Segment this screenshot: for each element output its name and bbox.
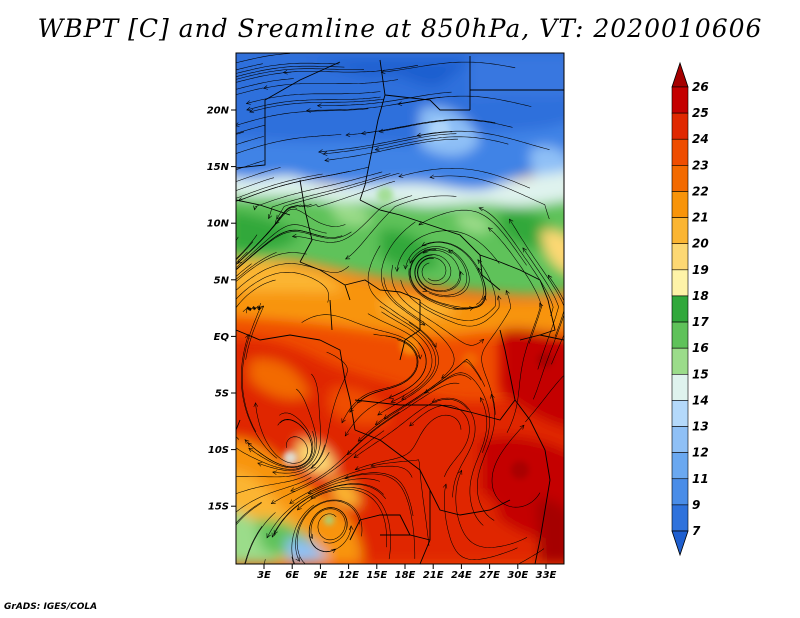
colorbar-label: 26 (692, 80, 709, 94)
colorbar-label: 7 (692, 524, 701, 538)
colorbar: 26 25 24 23 22 21 20 19 18 17 16 15 14 13 12 11 9 7 (671, 61, 709, 557)
colorbar-swatch (671, 86, 689, 114)
lon-label: 15E (366, 570, 387, 581)
lat-label: 20N (207, 106, 230, 117)
map-frame (235, 52, 565, 565)
streamlines (236, 53, 564, 564)
colorbar-swatch (671, 347, 689, 375)
colorbar-bottom-arrow (671, 530, 689, 557)
colorbar-label: 17 (692, 315, 709, 329)
colorbar-label: 19 (692, 263, 709, 277)
lat-label: EQ (214, 332, 230, 343)
latitude-axis: 20N 15N 10N 5N EQ 5S 10S 15S (207, 106, 236, 513)
lon-label: 24E (451, 570, 472, 581)
lon-label: 12E (338, 570, 359, 581)
colorbar-swatch (671, 269, 689, 297)
lon-label: 21E (423, 570, 444, 581)
map-title: WBPT [C] and Sreamline at 850hPa, VT: 20… (37, 14, 763, 43)
colorbar-swatch (671, 452, 689, 480)
colorbar-label: 13 (692, 420, 709, 434)
colorbar-swatch (671, 321, 689, 349)
colorbar-swatch (671, 400, 689, 427)
colorbar-swatch (671, 504, 689, 532)
lon-label: 9E (314, 570, 328, 581)
colorbar-label: 21 (692, 211, 709, 225)
lon-label: 27E (479, 570, 500, 581)
colorbar-swatch (671, 217, 689, 245)
lon-label: 3E (257, 570, 271, 581)
lat-label: 5N (214, 275, 230, 286)
longitude-axis: 3E 6E 9E 12E 15E 18E 21E 24E 27E 30E 33E (257, 564, 557, 581)
lon-label: 6E (285, 570, 299, 581)
colorbar-label: 18 (692, 289, 709, 303)
colorbar-label: 12 (692, 446, 709, 460)
colorbar-label: 15 (692, 367, 709, 381)
colorbar-swatch (671, 478, 689, 506)
lon-label: 18E (395, 570, 416, 581)
lat-label: 10S (208, 445, 229, 456)
colorbar-swatch (671, 138, 689, 166)
lat-label: 15S (208, 502, 229, 513)
grads-credit: GrADS: IGES/COLA (4, 602, 98, 612)
lat-label: 15N (207, 162, 230, 173)
colorbar-swatch (671, 243, 689, 271)
colorbar-top-arrow (671, 61, 689, 88)
colorbar-swatch (671, 426, 689, 453)
lon-label: 33E (536, 570, 557, 581)
colorbar-swatch (671, 165, 689, 192)
colorbar-swatch (671, 373, 689, 401)
colorbar-label: 25 (692, 106, 709, 120)
colorbar-swatch (671, 112, 689, 140)
colorbar-label: 20 (692, 237, 709, 251)
colorbar-swatch (671, 191, 689, 218)
colorbar-label: 16 (692, 341, 709, 355)
country-borders (236, 56, 564, 564)
lat-label: 5S (215, 389, 229, 400)
colorbar-label: 11 (692, 472, 709, 486)
colorbar-label: 14 (692, 393, 709, 407)
colorbar-label: 23 (692, 158, 709, 172)
lat-label: 10N (207, 219, 230, 230)
colorbar-label: 24 (692, 132, 709, 146)
colorbar-label: 22 (692, 184, 709, 198)
colorbar-label: 9 (692, 498, 700, 512)
colorbar-swatch (671, 295, 689, 323)
lon-label: 30E (507, 570, 528, 581)
